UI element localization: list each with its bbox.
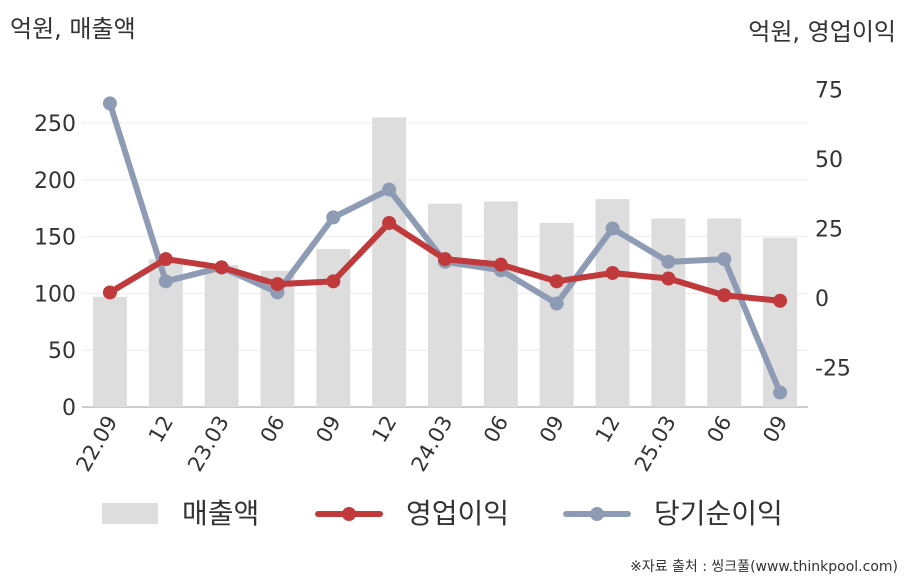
point bbox=[773, 385, 788, 400]
point bbox=[158, 274, 173, 289]
x-tick-label: 09 bbox=[535, 412, 569, 447]
right-tick-label: 75 bbox=[815, 79, 843, 104]
point bbox=[773, 293, 788, 308]
point bbox=[270, 277, 285, 292]
point bbox=[382, 182, 397, 197]
legend-label: 당기순이익 bbox=[654, 497, 783, 530]
point bbox=[438, 252, 452, 267]
point bbox=[605, 221, 620, 236]
source-note: ※자료 출처 : 씽크풀(www.thinkpool.com) bbox=[630, 559, 898, 575]
point bbox=[717, 288, 732, 303]
left-tick-label: 150 bbox=[34, 226, 76, 251]
left-tick-label: 250 bbox=[34, 112, 76, 137]
line-series bbox=[102, 96, 788, 400]
point bbox=[214, 260, 229, 275]
x-tick-label: 22.09 bbox=[71, 412, 122, 476]
bar bbox=[372, 117, 407, 407]
right-tick-label: 50 bbox=[815, 148, 843, 173]
bar bbox=[539, 222, 574, 407]
bar bbox=[763, 237, 798, 407]
left-tick-label: 200 bbox=[34, 169, 76, 194]
right-axis-ticks: -25 0 25 50 75 bbox=[815, 79, 851, 382]
legend-label: 매출액 bbox=[182, 497, 259, 530]
point bbox=[549, 274, 564, 289]
point bbox=[102, 285, 117, 300]
bar-series bbox=[92, 117, 798, 407]
right-axis-label: 억원, 영업이익 bbox=[748, 18, 896, 46]
legend: 매출액 영업이익 당기순이익 bbox=[102, 497, 783, 530]
legend-marker bbox=[590, 507, 604, 521]
bar bbox=[483, 201, 518, 407]
point bbox=[661, 254, 676, 269]
left-axis-ticks: 0 50 100 150 200 250 bbox=[34, 112, 76, 421]
x-tick-label: 06 bbox=[479, 412, 513, 447]
bar bbox=[92, 296, 127, 407]
legend-swatch bbox=[102, 503, 158, 524]
left-axis-label: 억원, 매출액 bbox=[10, 15, 136, 43]
point bbox=[102, 96, 117, 111]
point bbox=[605, 265, 620, 280]
x-tick-label: 06 bbox=[256, 412, 290, 447]
x-tick-label: 24.03 bbox=[406, 412, 457, 476]
x-tick-label: 09 bbox=[758, 412, 792, 447]
x-tick-label: 23.03 bbox=[183, 412, 234, 476]
x-tick-label: 25.03 bbox=[630, 412, 681, 476]
x-tick-label: 09 bbox=[311, 412, 345, 447]
point bbox=[382, 215, 397, 230]
point bbox=[717, 252, 732, 267]
right-tick-label: 25 bbox=[815, 218, 843, 243]
bar bbox=[428, 203, 462, 407]
bar bbox=[707, 218, 742, 407]
x-axis-ticks: 22.09 12 23.03 06 09 12 24.03 06 09 12 25.03 06 09 bbox=[71, 412, 792, 476]
right-tick-label: -25 bbox=[815, 357, 851, 382]
legend-label: 영업이익 bbox=[406, 497, 509, 530]
bar bbox=[204, 265, 239, 407]
point bbox=[661, 271, 676, 286]
bar bbox=[651, 218, 686, 407]
x-tick-label: 12 bbox=[144, 412, 178, 447]
legend-marker bbox=[342, 507, 356, 521]
left-tick-label: 50 bbox=[48, 339, 76, 364]
x-tick-label: 06 bbox=[702, 412, 736, 447]
point bbox=[326, 210, 341, 225]
x-tick-label: 12 bbox=[591, 412, 625, 447]
point bbox=[549, 296, 564, 311]
point bbox=[326, 274, 341, 289]
right-tick-label: 0 bbox=[815, 287, 829, 312]
point bbox=[493, 257, 508, 272]
left-tick-label: 0 bbox=[62, 396, 76, 421]
x-tick-label: 12 bbox=[367, 412, 401, 447]
left-tick-label: 100 bbox=[34, 282, 76, 307]
point bbox=[158, 252, 173, 267]
